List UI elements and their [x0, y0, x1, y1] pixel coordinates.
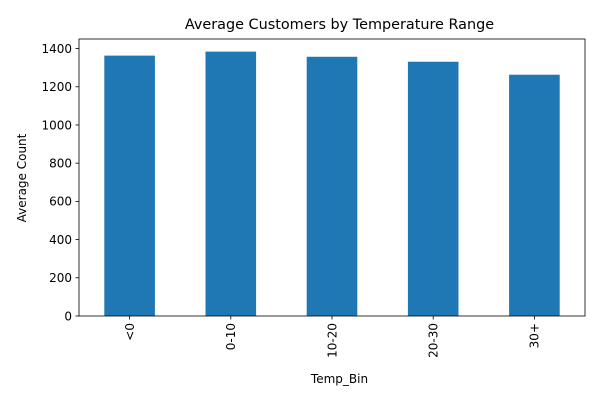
- bar-2: [306, 56, 358, 317]
- x-tick-label-1: 0-10: [224, 323, 238, 350]
- bar-0: [104, 55, 155, 317]
- bar-1: [205, 51, 257, 317]
- y-tick-label-5: 1000: [41, 118, 72, 132]
- y-tick-label-6: 1200: [41, 80, 72, 94]
- y-axis-label: Average Count: [15, 133, 29, 222]
- x-tick-label-2: 10-20: [325, 323, 339, 358]
- y-tick-label-2: 400: [49, 233, 72, 247]
- y-tick-label-7: 1400: [41, 42, 72, 56]
- x-tick-label-0: <0: [123, 323, 137, 341]
- y-tick-label-4: 800: [49, 156, 72, 170]
- x-axis-label: Temp_Bin: [310, 372, 368, 386]
- y-tick-label-0: 0: [64, 309, 72, 323]
- bar-4: [509, 74, 560, 316]
- x-tick-label-3: 20-30: [427, 323, 441, 358]
- y-tick-label-1: 200: [49, 271, 72, 285]
- x-tick-label-4: 30+: [528, 323, 542, 348]
- y-tick-label-3: 600: [49, 195, 72, 209]
- chart-title: Average Customers by Temperature Range: [185, 17, 494, 33]
- plot-area: [78, 38, 586, 317]
- bar-3: [407, 61, 459, 317]
- x-axis-ticks: <0 0-10 10-20 20-30 30+: [123, 316, 542, 358]
- y-axis-ticks: 0 200 400 600 800 1000 1200 1400: [41, 42, 79, 323]
